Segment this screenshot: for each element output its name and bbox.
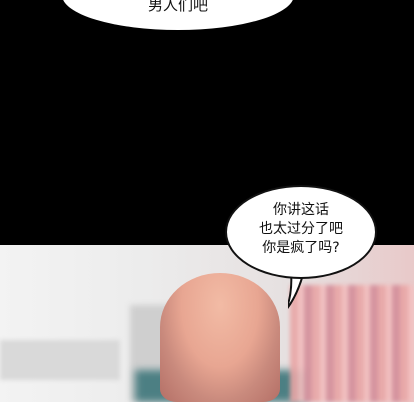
- speech-line-1: 你讲这话: [273, 202, 329, 218]
- blurred-art-left: [0, 340, 120, 380]
- illustration-area: [0, 245, 414, 402]
- speech-line-2: 也太过分了吧: [259, 221, 343, 237]
- speech-bubble-right-text: 你讲这话 也太过分了吧 你是疯了吗?: [227, 201, 375, 258]
- speech-bubble-top-text: 男人们吧: [147, 0, 208, 14]
- blurred-art-pink-stripes: [290, 285, 414, 402]
- speech-bubble-top: 男人们吧: [62, 0, 294, 30]
- speech-line-3: 你是疯了吗?: [262, 240, 340, 256]
- character-hair: [160, 273, 280, 402]
- speech-bubble-right: 你讲这话 也太过分了吧 你是疯了吗?: [225, 185, 377, 279]
